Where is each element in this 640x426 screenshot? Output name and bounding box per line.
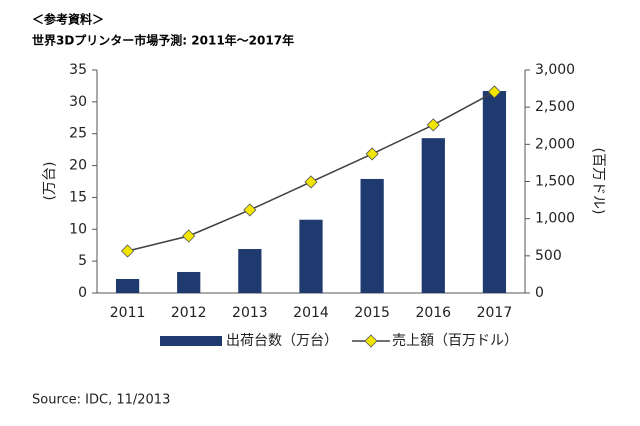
y-tick-label: 25 (69, 126, 87, 142)
line-marker (182, 229, 196, 243)
chart-title: 世界3Dプリンター市場予測: 2011年～2017年 (32, 33, 294, 48)
x-tick-label: 2011 (110, 305, 146, 321)
y2-tick-label: 2,500 (535, 99, 575, 115)
legend-swatch (160, 336, 222, 346)
y2-tick-label: 500 (535, 248, 562, 264)
x-tick-label: 2015 (354, 305, 390, 321)
y2-tick-label: 1,000 (535, 211, 575, 227)
y2-tick-label: 3,000 (535, 62, 575, 78)
y-axis-label: (万台) (42, 162, 58, 201)
line-marker (304, 175, 318, 189)
legend-swatch (364, 334, 378, 348)
y2-tick-label: 0 (535, 285, 544, 301)
y-tick-label: 0 (78, 285, 87, 301)
y-tick-label: 20 (69, 158, 87, 174)
y-tick-label: 35 (69, 62, 87, 78)
line-marker (365, 147, 379, 161)
x-tick-label: 2013 (232, 305, 268, 321)
bar (238, 249, 262, 293)
y2-axis-label: (百万ドル) (590, 148, 606, 215)
x-tick-label: 2012 (171, 305, 207, 321)
note: ＜参考資料＞ (32, 12, 104, 27)
x-tick-label: 2017 (477, 305, 513, 321)
y-tick-label: 30 (69, 94, 87, 110)
line-marker (426, 118, 440, 132)
line-marker (121, 244, 135, 258)
bar (360, 178, 384, 293)
legend-label: 出荷台数（万台） (226, 333, 338, 349)
bar (421, 138, 445, 293)
y-tick-label: 10 (69, 221, 87, 237)
bar (299, 219, 323, 293)
line-marker (243, 203, 257, 217)
bar (482, 91, 507, 293)
y-tick-label: 5 (78, 253, 87, 269)
legend-label: 売上額（百万ドル） (392, 333, 518, 349)
source: Source: IDC, 11/2013 (32, 393, 170, 408)
y2-tick-label: 1,500 (535, 174, 575, 190)
x-tick-label: 2016 (415, 305, 451, 321)
bar (115, 278, 140, 293)
y-tick-label: 15 (69, 189, 87, 205)
line-marker (487, 85, 501, 99)
x-tick-label: 2014 (293, 305, 329, 321)
bar (177, 271, 201, 293)
y2-tick-label: 2,000 (535, 136, 575, 152)
